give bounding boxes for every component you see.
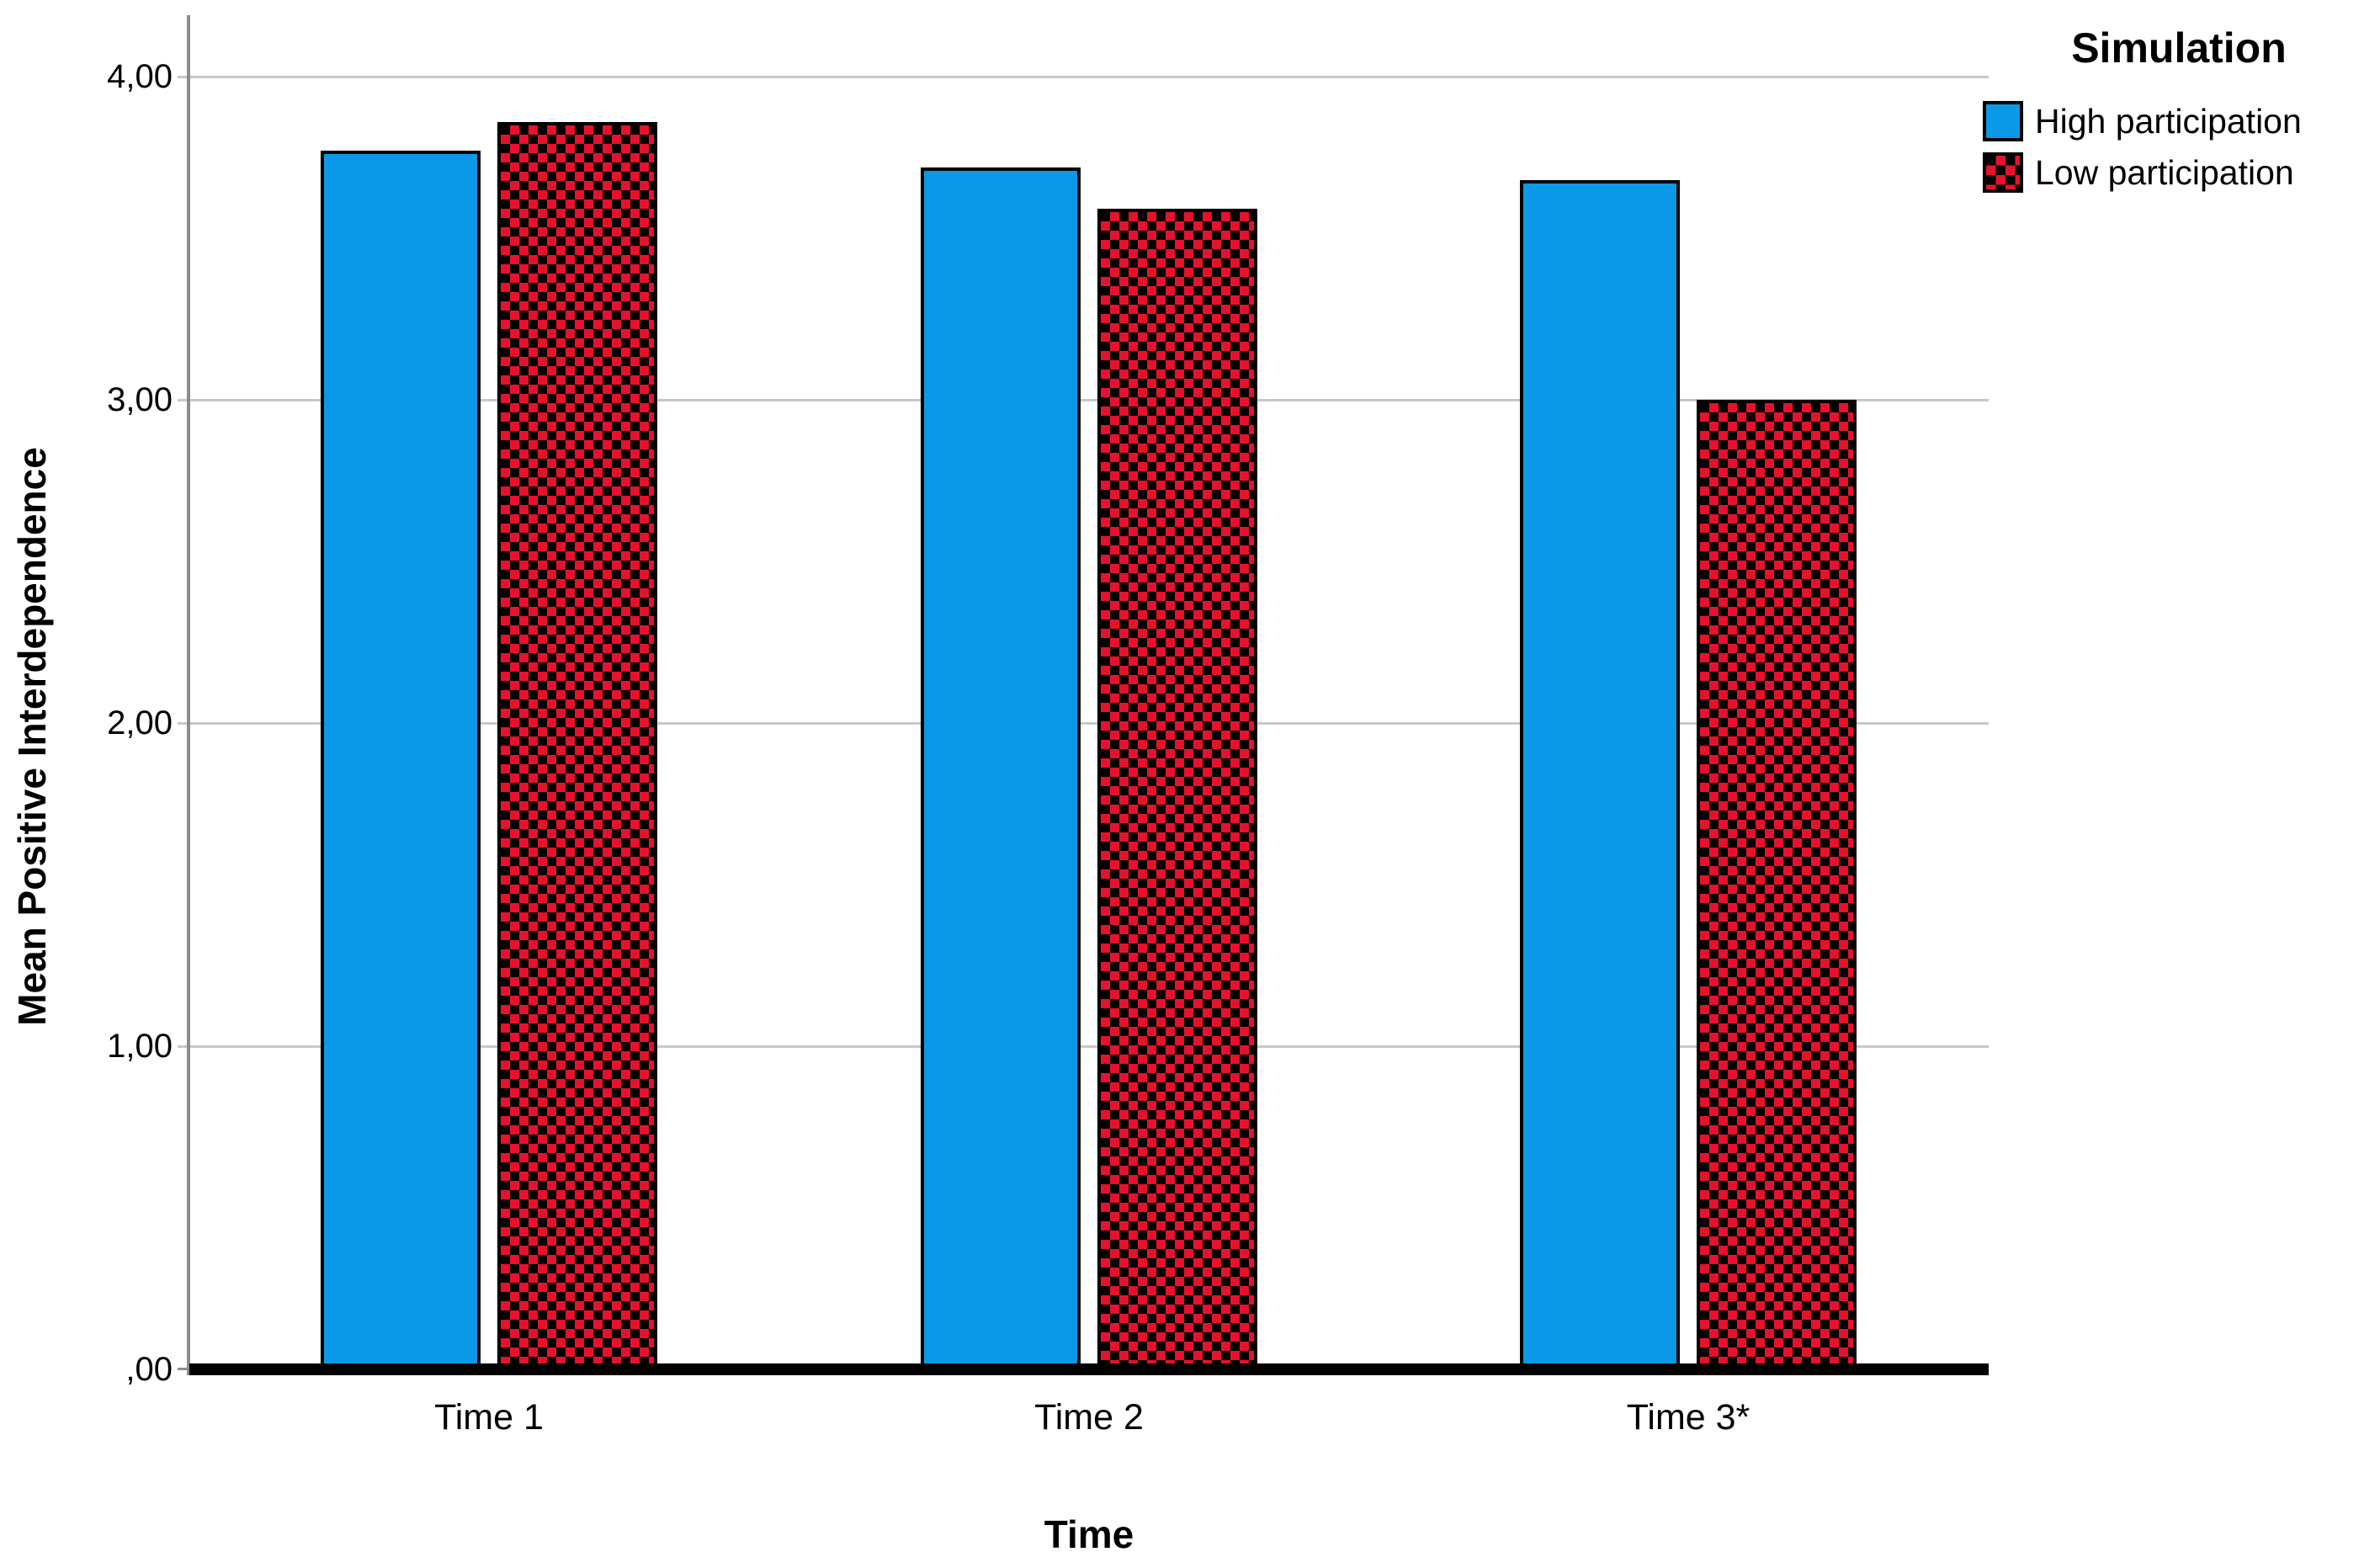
bar-low-participation-time-2: [1097, 209, 1257, 1369]
legend-title: Simulation: [2071, 24, 2287, 72]
bar-high-participation-time-1: [321, 151, 481, 1369]
y-axis-zero-tick: [178, 1368, 189, 1370]
gridline-2: [178, 722, 1989, 725]
gridline-1: [178, 1045, 1989, 1048]
y-tick-label-3: 3,00: [107, 381, 173, 418]
x-axis-title: Time: [1044, 1512, 1134, 1552]
x-category-label-time-3: Time 3*: [1626, 1397, 1750, 1438]
gridline-4: [178, 76, 1989, 78]
bar-low-participation-time-3: [1697, 400, 1857, 1369]
legend: Simulation High participation Low partic…: [1983, 24, 2375, 204]
x-category-label-time-1: Time 1: [434, 1397, 544, 1438]
bar-low-participation-time-1: [497, 122, 657, 1369]
y-tick-label-4: 4,00: [107, 58, 173, 95]
y-tick-label-0: ,00: [125, 1351, 173, 1388]
legend-label-high-participation: High participation: [2035, 101, 2302, 141]
bar-high-participation-time-2: [921, 167, 1081, 1369]
legend-item-high-participation: High participation: [1983, 101, 2375, 141]
gridline-3: [178, 399, 1989, 401]
legend-swatch-checkered-red-icon: [1983, 152, 2023, 193]
y-tick-label-2: 2,00: [107, 704, 173, 741]
x-axis-baseline: [189, 1363, 1989, 1375]
y-axis-line: [187, 15, 190, 1375]
x-category-label-time-2: Time 2: [1034, 1397, 1144, 1438]
legend-label-low-participation: Low participation: [2035, 152, 2294, 192]
legend-swatch-solid-blue-icon: [1983, 101, 2023, 141]
bar-high-participation-time-3: [1520, 180, 1680, 1369]
legend-item-low-participation: Low participation: [1983, 152, 2375, 193]
y-tick-label-1: 1,00: [107, 1028, 173, 1065]
